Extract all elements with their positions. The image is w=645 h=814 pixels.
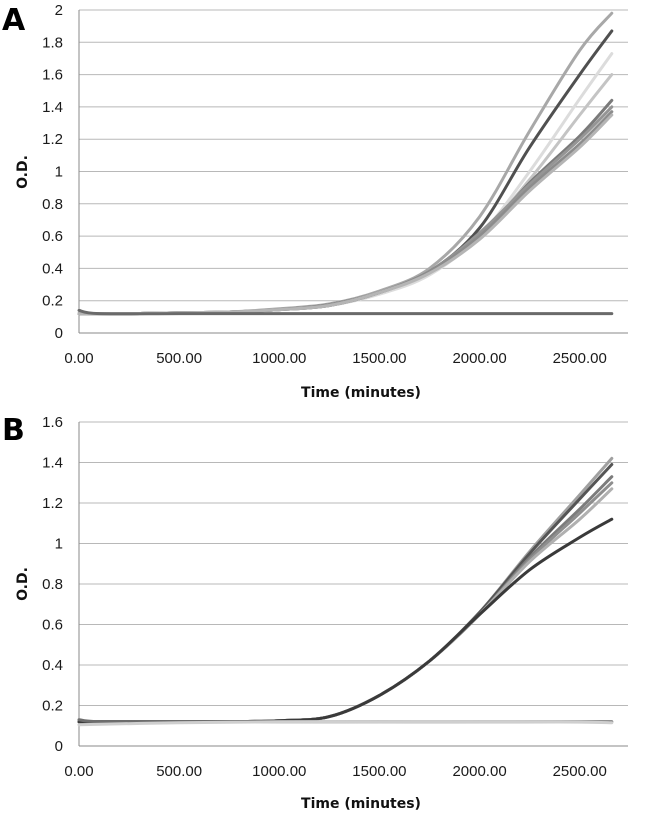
panel-a-series-line-9 [77, 308, 614, 316]
panel-a-y-tick-label: 2 [55, 2, 63, 19]
panel-b-x-ticks: 0.00 500.00 1000.00 1500.00 2000.00 2500.00 [64, 763, 606, 780]
panel-b-x-tick-label: 0.00 [64, 763, 93, 780]
panel-b-y-tick-label: 0.4 [42, 657, 63, 674]
panel-a-y-axis-title: O.D. [15, 155, 31, 189]
panel-a-series-line-2 [77, 29, 614, 316]
panel-a-y-tick-label: 0.8 [42, 196, 63, 213]
panel-a-grid [78, 9, 628, 334]
panel-a-y-tick-label: 1.2 [42, 131, 63, 148]
panel-a-y-tick-label: 1 [55, 164, 63, 181]
panel-b-x-tick-label: 1000.00 [252, 763, 306, 780]
panel-b-series-line-1 [77, 456, 614, 724]
panel-a-series-line-4 [77, 73, 614, 316]
panel-a-y-tick-label: 1.6 [42, 67, 63, 84]
panel-a-x-tick-label: 1000.00 [252, 350, 306, 367]
panel-b-series-line-5 [77, 487, 614, 724]
panel-a-y-tick-label: 0.4 [42, 260, 63, 277]
panel-a-x-tick-label: 2000.00 [452, 350, 506, 367]
panel-b-series-line-8 [77, 720, 614, 727]
panel-b-series-line-3 [77, 475, 614, 724]
panel-a-x-axis-title: Time (minutes) [301, 385, 421, 401]
panel-b-y-tick-label: 0.6 [42, 617, 63, 634]
panel-b-label: B [2, 413, 25, 448]
panel-b-series [77, 456, 614, 727]
panel-b-y-ticks: 0 0.2 0.4 0.6 0.8 1 1.2 1.4 1.6 [42, 414, 63, 755]
panel-a-x-tick-label: 1500.00 [352, 350, 406, 367]
panel-a-x-tick-label: 500.00 [156, 350, 202, 367]
panel-b-y-tick-label: 1.4 [42, 455, 63, 472]
panel-a-y-tick-label: 0.2 [42, 293, 63, 310]
panel-b-y-tick-label: 1 [55, 536, 63, 553]
panel-a-y-tick-label: 1.8 [42, 34, 63, 51]
panel-b-x-tick-label: 2500.00 [553, 763, 607, 780]
panel-a-x-tick-label: 0.00 [64, 350, 93, 367]
panel-b-y-tick-label: 1.6 [42, 414, 63, 431]
panel-a-y-tick-label: 1.4 [42, 99, 63, 116]
panel-b-y-tick-label: 0.8 [42, 576, 63, 593]
panel-b-y-tick-label: 1.2 [42, 495, 63, 512]
panel-b-x-axis-title: Time (minutes) [301, 796, 421, 812]
panel-a-series [77, 11, 614, 316]
panel-b-y-axis-title: O.D. [15, 567, 31, 601]
panel-b-grid [78, 421, 628, 747]
panel-a: A 0 0.2 0.4 0.6 0.8 1 1.2 1.4 1.6 1.8 2 0.00 500.00… [2, 2, 628, 401]
panel-b-x-tick-label: 500.00 [156, 763, 202, 780]
panel-a-y-tick-label: 0 [55, 325, 63, 342]
panel-a-y-ticks: 0 0.2 0.4 0.6 0.8 1 1.2 1.4 1.6 1.8 2 [42, 2, 63, 342]
panel-a-label: A [2, 3, 26, 38]
panel-b-x-tick-label: 1500.00 [352, 763, 406, 780]
panel-b-x-tick-label: 2000.00 [452, 763, 506, 780]
panel-a-y-tick-label: 0.6 [42, 228, 63, 245]
panel-a-x-ticks: 0.00 500.00 1000.00 1500.00 2000.00 2500.00 [64, 350, 606, 367]
panel-a-x-tick-label: 2500.00 [553, 350, 607, 367]
panel-a-series-line-6 [77, 105, 614, 316]
panel-b-y-tick-label: 0.2 [42, 698, 63, 715]
panel-a-series-line-5 [77, 98, 614, 316]
panel-b-y-tick-label: 0 [55, 738, 63, 755]
panel-b: B 0 0.2 0.4 0.6 0.8 1 1.2 1.4 1.6 0.00 500.00 1000… [2, 413, 628, 812]
panel-b-series-line-4 [77, 481, 614, 724]
